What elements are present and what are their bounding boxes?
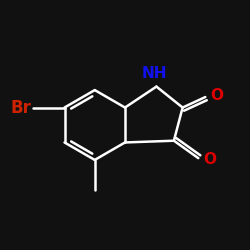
Text: O: O: [210, 88, 224, 103]
Text: Br: Br: [10, 98, 31, 116]
Text: NH: NH: [142, 66, 168, 81]
Text: O: O: [204, 152, 216, 168]
